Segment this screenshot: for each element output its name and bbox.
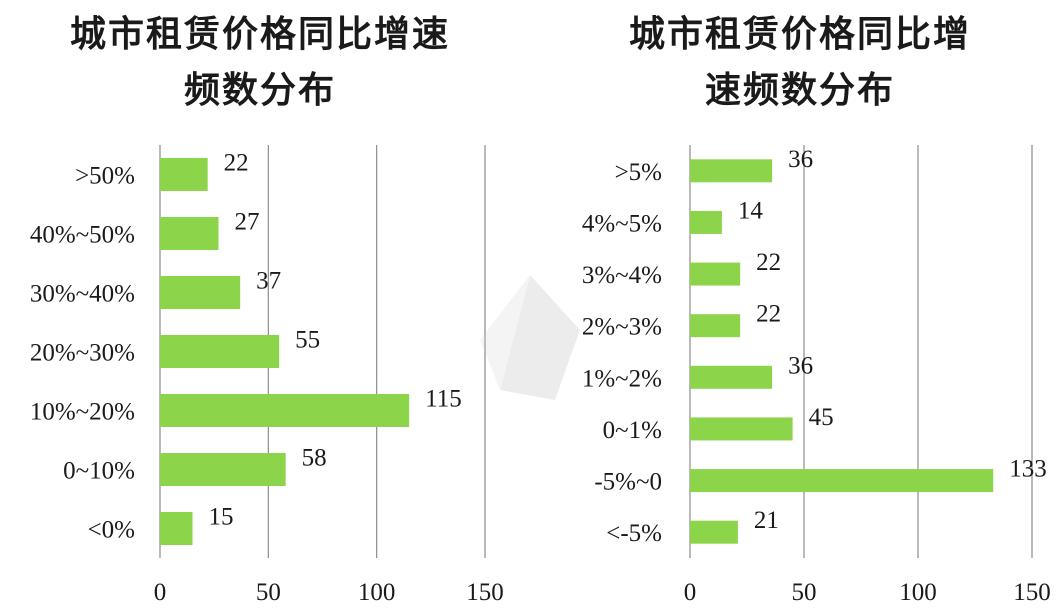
data-label: 36 bbox=[788, 146, 813, 173]
bar bbox=[160, 158, 208, 191]
data-label: 22 bbox=[224, 150, 249, 177]
right-chart: 0 50 100 150 >5% 36 4%~5% 14 3%~4% 22 2%~3% 22 1%~2%… bbox=[582, 145, 1051, 606]
bar bbox=[160, 217, 219, 250]
x-tick-label: 0 bbox=[684, 579, 697, 606]
category-label: 10%~20% bbox=[30, 399, 135, 426]
category-label: >5% bbox=[615, 159, 662, 186]
data-label: 27 bbox=[235, 209, 260, 236]
category-label: 4%~5% bbox=[582, 210, 662, 237]
bar bbox=[160, 335, 280, 368]
left-title-line-2: 频数分布 bbox=[183, 69, 336, 111]
bar bbox=[690, 417, 793, 441]
bar bbox=[160, 276, 241, 309]
right-title-line-1: 城市租赁价格同比增 bbox=[628, 13, 971, 55]
x-tick-label: 150 bbox=[1013, 579, 1051, 606]
left-title-line-1: 城市租赁价格同比增速 bbox=[69, 13, 450, 55]
x-tick-label: 50 bbox=[792, 579, 817, 606]
category-label: 20%~30% bbox=[30, 340, 135, 367]
category-label: <0% bbox=[88, 517, 135, 544]
left-chart: 0 50 100 150 >50% 22 40%~50% 27 30%~40% 37 20%~30%… bbox=[30, 145, 504, 606]
category-label: <-5% bbox=[606, 520, 662, 547]
data-label: 14 bbox=[738, 197, 764, 224]
x-tick-label: 100 bbox=[358, 579, 396, 606]
data-label: 21 bbox=[754, 507, 779, 534]
x-tick-label: 50 bbox=[256, 579, 281, 606]
right-title-line-2: 速频数分布 bbox=[704, 69, 895, 111]
x-tick-label: 0 bbox=[154, 579, 167, 606]
category-label: 0~10% bbox=[63, 458, 135, 485]
data-label: 133 bbox=[1009, 456, 1047, 483]
bar bbox=[160, 394, 410, 427]
left-chart-title: 城市租赁价格同比增速 频数分布 bbox=[20, 6, 500, 118]
bar bbox=[690, 314, 741, 338]
data-label: 22 bbox=[756, 249, 781, 276]
category-label: 40%~50% bbox=[30, 222, 135, 249]
category-label: >50% bbox=[75, 163, 135, 190]
bar bbox=[160, 453, 286, 486]
data-label: 36 bbox=[788, 352, 813, 379]
category-label: 30%~40% bbox=[30, 281, 135, 308]
bar bbox=[160, 512, 193, 545]
data-label: 15 bbox=[209, 504, 234, 531]
data-label: 37 bbox=[256, 268, 281, 295]
right-chart-title: 城市租赁价格同比增 速频数分布 bbox=[560, 6, 1040, 118]
watermark-logo-icon bbox=[480, 275, 580, 400]
x-tick-label: 150 bbox=[466, 579, 504, 606]
bar bbox=[690, 520, 738, 544]
data-label: 55 bbox=[295, 327, 320, 354]
category-label: 2%~3% bbox=[582, 314, 662, 341]
category-label: 3%~4% bbox=[582, 262, 662, 289]
data-label: 58 bbox=[302, 445, 327, 472]
category-label: 0~1% bbox=[603, 417, 662, 444]
data-label: 45 bbox=[809, 404, 834, 431]
bar bbox=[690, 365, 773, 389]
category-label: -5%~0 bbox=[594, 469, 662, 496]
bar bbox=[690, 159, 773, 183]
bar bbox=[690, 469, 994, 493]
x-tick-label: 100 bbox=[899, 579, 937, 606]
data-label: 115 bbox=[425, 386, 462, 413]
category-label: 1%~2% bbox=[582, 365, 662, 392]
bar bbox=[690, 210, 722, 234]
bar bbox=[690, 262, 741, 286]
data-label: 22 bbox=[756, 301, 781, 328]
